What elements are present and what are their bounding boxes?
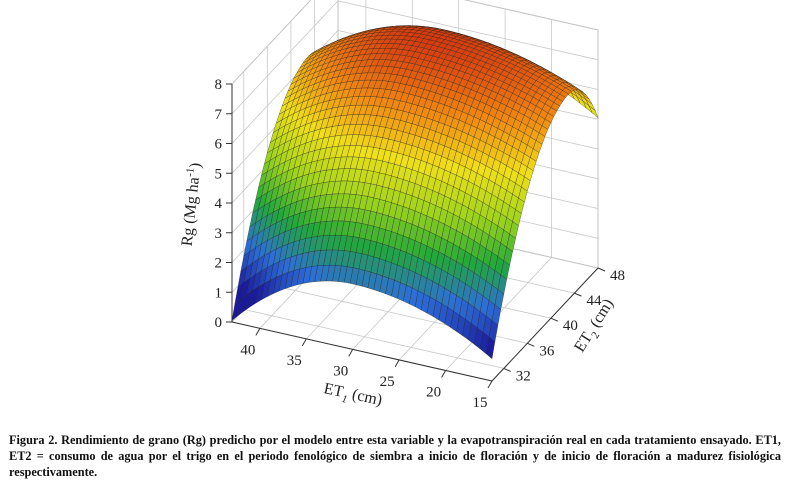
et2-tick-label: 36	[539, 343, 555, 359]
et1-tick	[348, 349, 354, 357]
rg-tick-label: 6	[215, 137, 223, 153]
et1-tick	[487, 380, 493, 389]
rg-tick-label: 7	[215, 107, 223, 123]
et2-tick-label: 32	[516, 368, 531, 384]
et2-tick	[597, 267, 606, 272]
rg-tick-label: 3	[215, 226, 223, 242]
et1-tick	[441, 370, 447, 378]
rg-tick-label: 5	[215, 166, 223, 182]
et1-tick-label: 35	[287, 353, 302, 369]
et2-tick	[503, 367, 511, 372]
et1-tick-label: 40	[240, 342, 255, 358]
surface-layer	[231, 25, 599, 360]
rg-axis-title: Rg (Mg ha-1)	[177, 162, 205, 247]
surface-plot: 0 1 2 3 4 5 6 7 8 40 35 30 25 20 15 32 36 40 44 48 Rg (Mg ha…	[177, 0, 625, 413]
rg-tick-label: 8	[215, 77, 223, 93]
et1-tick-label: 15	[473, 395, 488, 411]
et2-axis-line	[491, 267, 599, 382]
et1-axis-title: ET1 (cm)	[321, 380, 383, 413]
et1-axis-line	[231, 321, 493, 382]
et2-tick-label: 48	[610, 268, 625, 284]
surface-cell	[485, 336, 496, 360]
et2-tick-label: 40	[563, 318, 578, 334]
et2-tick	[550, 317, 559, 322]
et2-tick	[574, 292, 582, 297]
et1-tick	[301, 338, 307, 347]
et1-tick	[394, 359, 400, 368]
axis-layer	[226, 83, 606, 389]
et1-tick-label: 25	[380, 374, 395, 390]
et2-tick-label: 44	[586, 293, 602, 309]
rg-tick-label: 0	[215, 315, 223, 331]
figure-caption: Figura 2. Rendimiento de grano (Rg) pred…	[9, 433, 781, 479]
et1-tick-label: 20	[426, 384, 441, 400]
rg-tick-label: 1	[215, 285, 223, 301]
et2-axis-title: ET2 (cm)	[571, 296, 620, 357]
et1-tick	[255, 328, 261, 336]
et1-tick-label: 30	[333, 363, 348, 379]
rg-tick-label: 2	[215, 256, 223, 272]
et2-tick	[527, 342, 535, 347]
rg-tick-label: 4	[215, 196, 223, 212]
